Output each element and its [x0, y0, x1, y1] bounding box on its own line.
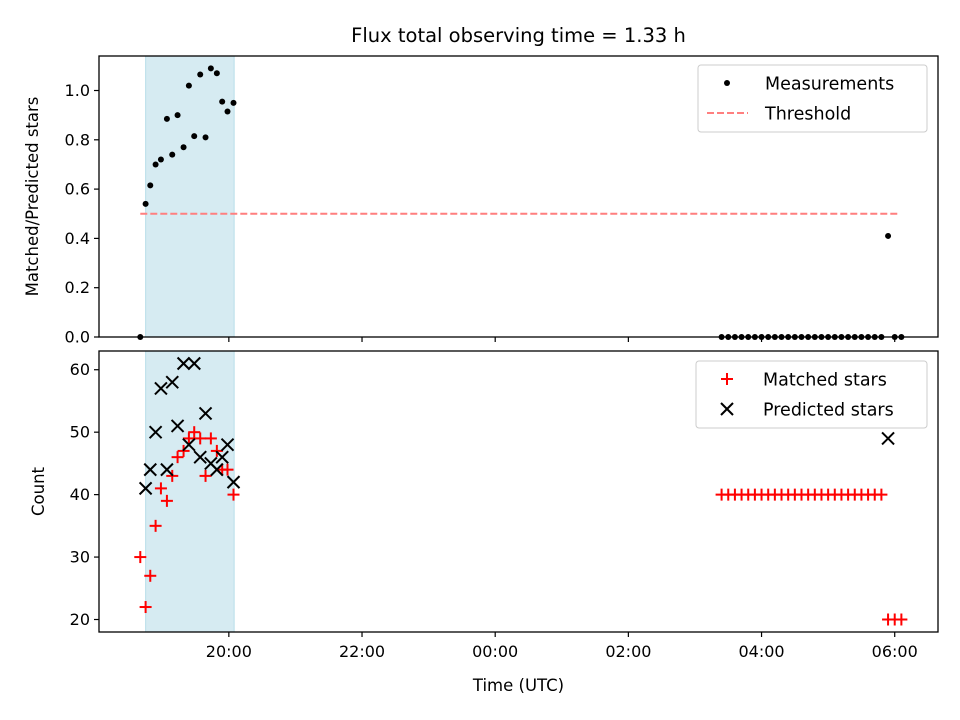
- predicted-star-point: [138, 481, 153, 496]
- matched-star-point: [875, 488, 888, 501]
- legend-predicted-marker: [720, 402, 734, 416]
- bottom-x-tick-label: 22:00: [339, 642, 385, 661]
- top-y-tick-label: 1.0: [65, 81, 90, 100]
- predicted-star-point: [176, 356, 191, 371]
- matched-star-point: [182, 432, 195, 445]
- measurement-point: [174, 112, 181, 119]
- matched-star-point: [160, 494, 173, 507]
- measurement-point: [885, 232, 892, 239]
- matched-star-point: [154, 482, 167, 495]
- top-axes-frame: [98, 55, 939, 338]
- bottom-y-tick-label: 50: [70, 423, 90, 442]
- top-y-tick-label: 0.6: [65, 180, 90, 199]
- matched-star-point: [134, 551, 147, 564]
- bottom-y-tick-label: 20: [70, 610, 90, 629]
- matched-star-point: [171, 451, 184, 464]
- top-legend-frame: [697, 64, 928, 133]
- bottom-x-ticks: 20:00 22:00 00:00 02:00 04:00 06:00: [206, 632, 918, 661]
- bottom-y-tick-label: 30: [70, 548, 90, 567]
- predicted-star-point: [215, 450, 229, 464]
- bottom-shaded-band: [145, 350, 235, 633]
- matched-star-point: [895, 613, 908, 626]
- predicted-star-point: [154, 381, 168, 396]
- matched-star-point: [144, 569, 157, 582]
- top-y-tick-label: 0.0: [65, 328, 90, 347]
- bottom-y-tick-label: 40: [70, 485, 90, 504]
- top-shaded-band: [145, 55, 235, 338]
- bottom-y-ticks: 20 30 40 50 60: [70, 360, 99, 629]
- measurement-point: [157, 156, 164, 163]
- x-axis-label: Time (UTC): [472, 676, 564, 695]
- predicted-star-point: [143, 462, 157, 477]
- predicted-star-point: [193, 450, 207, 464]
- measurement-point: [163, 115, 170, 122]
- measurement-point: [197, 71, 204, 78]
- matched-star-point: [194, 432, 207, 445]
- bottom-y-tick-label: 60: [70, 360, 90, 379]
- matched-star-point: [188, 426, 201, 439]
- measurement-point: [207, 65, 214, 72]
- measurement-point: [185, 82, 192, 89]
- top-x-ticks: [228, 337, 896, 342]
- measurement-point: [224, 108, 231, 115]
- legend-measurements-marker: [724, 80, 730, 86]
- predicted-star-point: [170, 419, 185, 433]
- legend-threshold-label: Threshold: [764, 105, 851, 125]
- bottom-x-tick-label: 02:00: [605, 642, 651, 661]
- bottom-axes-frame: [98, 350, 939, 633]
- predicted-star-point: [220, 437, 235, 452]
- top-legend: Measurements Threshold: [697, 64, 928, 133]
- measurement-point: [142, 200, 149, 207]
- bottom-x-tick-label: 20:00: [206, 642, 252, 661]
- predicted-star-point: [182, 437, 196, 452]
- panel-bottom: 20 30 40 50 60 20:00 22:00 00:00 02:00 04:00 06:0…: [29, 350, 939, 695]
- matched-star-point: [139, 601, 152, 614]
- legend-matched-label: Matched stars: [763, 371, 887, 391]
- legend-matched-marker: [721, 373, 733, 385]
- panel-top: 0.0 0.2 0.4 0.6 0.8 1.0 Matched/Predicted sta…: [23, 55, 939, 347]
- measurement-point: [230, 99, 237, 106]
- predicted-star-point: [165, 375, 179, 389]
- measurement-point: [219, 98, 226, 105]
- predicted-star-point: [187, 356, 201, 371]
- bottom-y-axis-label: Count: [29, 466, 48, 516]
- bottom-legend: Matched stars Predicted stars: [695, 360, 928, 429]
- predicted-star-point: [148, 425, 163, 439]
- predicted-star-point: [210, 462, 224, 477]
- bottom-legend-frame: [695, 360, 928, 429]
- bottom-x-tick-label: 00:00: [472, 642, 518, 661]
- measurement-point: [180, 144, 187, 151]
- matched-star-point: [199, 469, 212, 482]
- bottom-shaded-region: [145, 350, 235, 633]
- matched-star-point: [149, 519, 162, 532]
- top-y-tick-label: 0.4: [65, 229, 90, 248]
- predicted-star-point: [160, 462, 174, 477]
- measurement-point: [202, 134, 209, 141]
- top-y-axis-label: Matched/Predicted stars: [23, 97, 42, 297]
- measurement-point: [169, 151, 176, 158]
- top-series: [137, 65, 905, 340]
- bottom-series: [134, 356, 908, 626]
- top-y-ticks: 0.0 0.2 0.4 0.6 0.8 1.0: [65, 81, 99, 347]
- bottom-x-tick-label: 06:00: [872, 642, 918, 661]
- legend-measurements-label: Measurements: [765, 75, 894, 95]
- predicted-star-point: [198, 406, 213, 421]
- measurement-point: [213, 70, 220, 77]
- measurement-point: [152, 161, 159, 168]
- top-y-tick-label: 0.8: [65, 130, 90, 149]
- measurement-point: [191, 133, 198, 140]
- matched-star-point: [221, 463, 234, 476]
- matched-star-point: [227, 488, 240, 501]
- chart-title: Flux total observing time = 1.33 h: [351, 24, 686, 47]
- predicted-star-point: [881, 431, 895, 446]
- top-y-tick-label: 0.2: [65, 278, 90, 297]
- measurement-point: [147, 182, 154, 189]
- bottom-x-tick-label: 04:00: [738, 642, 784, 661]
- legend-predicted-label: Predicted stars: [763, 401, 894, 421]
- matched-star-point: [204, 432, 217, 445]
- predicted-star-point: [226, 475, 241, 489]
- top-shaded-region: [145, 55, 235, 338]
